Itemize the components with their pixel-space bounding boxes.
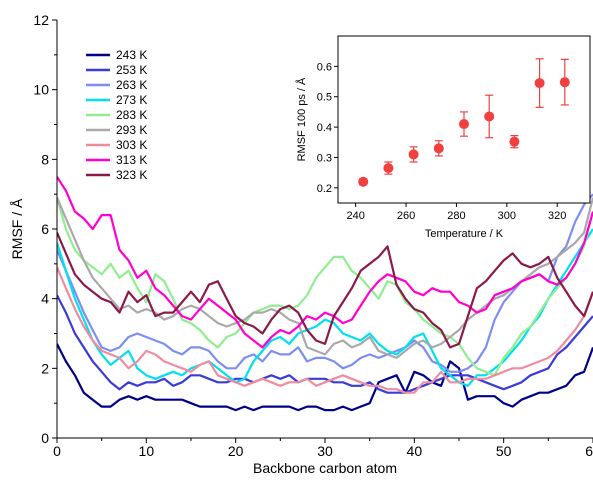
main-plot: 0 2 4 6 8 10 12 0 10 20 30 40 50 60 Backbone carbon at…	[9, 12, 593, 476]
inset-point-1	[383, 163, 394, 174]
y-tick-label: 6	[41, 221, 49, 237]
y-tick-label: 0	[41, 430, 49, 446]
series-line-5	[57, 197, 593, 359]
inset-y-tick-label: 0.5	[317, 92, 332, 104]
inset-x-tick-label: 320	[548, 210, 566, 222]
inset-y-tick-label: 0.3	[317, 152, 332, 164]
x-tick-label: 40	[407, 443, 423, 459]
y-tick-label: 10	[33, 82, 49, 98]
inset-point-6	[509, 136, 520, 147]
series-line-2	[57, 193, 593, 373]
inset-y-tick-label: 0.4	[317, 122, 332, 134]
legend-label-3: 273 K	[116, 93, 147, 107]
inset-plot: 0.2 0.3 0.4 0.5 0.6 240 260 280 300 320 Temperatur…	[295, 35, 591, 240]
inset-point-3	[433, 143, 444, 154]
x-tick-label: 30	[317, 443, 333, 459]
inset-x-axis-label: Temperature / K	[425, 228, 504, 240]
x-axis-label: Backbone carbon atom	[253, 460, 397, 476]
series-line-3	[57, 228, 593, 387]
legend-label-1: 253 K	[116, 63, 147, 77]
y-axis-label: RMSF / Å	[9, 198, 25, 259]
inset-point-8	[559, 77, 570, 88]
series-line-6	[57, 266, 593, 394]
y-tick-label: 12	[33, 12, 49, 28]
series-line-0	[57, 343, 593, 412]
inset-x-tick-label: 280	[447, 210, 465, 222]
series-line-4	[57, 197, 593, 377]
x-tick-label: 50	[496, 443, 512, 459]
series-lines	[57, 176, 593, 412]
y-tick-label: 8	[41, 151, 49, 167]
x-tick-label: 20	[228, 443, 244, 459]
inset-point-2	[408, 149, 419, 160]
inset-x-tick-label: 240	[346, 210, 364, 222]
legend-label-5: 293 K	[116, 123, 147, 137]
inset-point-7	[534, 78, 545, 89]
legend-label-4: 283 K	[116, 108, 147, 122]
series-line-8	[57, 232, 593, 349]
inset-x-tick-label: 300	[498, 210, 516, 222]
y-tick-label: 2	[41, 360, 49, 376]
inset-y-tick-label: 0.2	[317, 183, 332, 195]
legend-label-8: 323 K	[116, 168, 147, 182]
x-tick-label: 10	[139, 443, 155, 459]
x-tick-label: 0	[53, 443, 61, 459]
inset-point-4	[459, 119, 469, 130]
inset-y-axis-label: RMSF 100 ps / Å	[295, 77, 308, 161]
legend-label-0: 243 K	[116, 48, 147, 62]
series-line-1	[57, 294, 593, 394]
legend-label-2: 263 K	[116, 78, 147, 92]
inset-y-tick-label: 0.6	[317, 61, 332, 73]
legend-label-7: 313 K	[116, 153, 147, 167]
inset-x-tick-label: 260	[397, 210, 415, 222]
y-tick-label: 4	[41, 291, 49, 307]
series-line-7	[57, 176, 593, 349]
x-tick-label: 60	[585, 443, 593, 459]
legend-label-6: 303 K	[116, 138, 147, 152]
inset-point-0	[358, 176, 369, 187]
inset-point-5	[484, 111, 495, 122]
